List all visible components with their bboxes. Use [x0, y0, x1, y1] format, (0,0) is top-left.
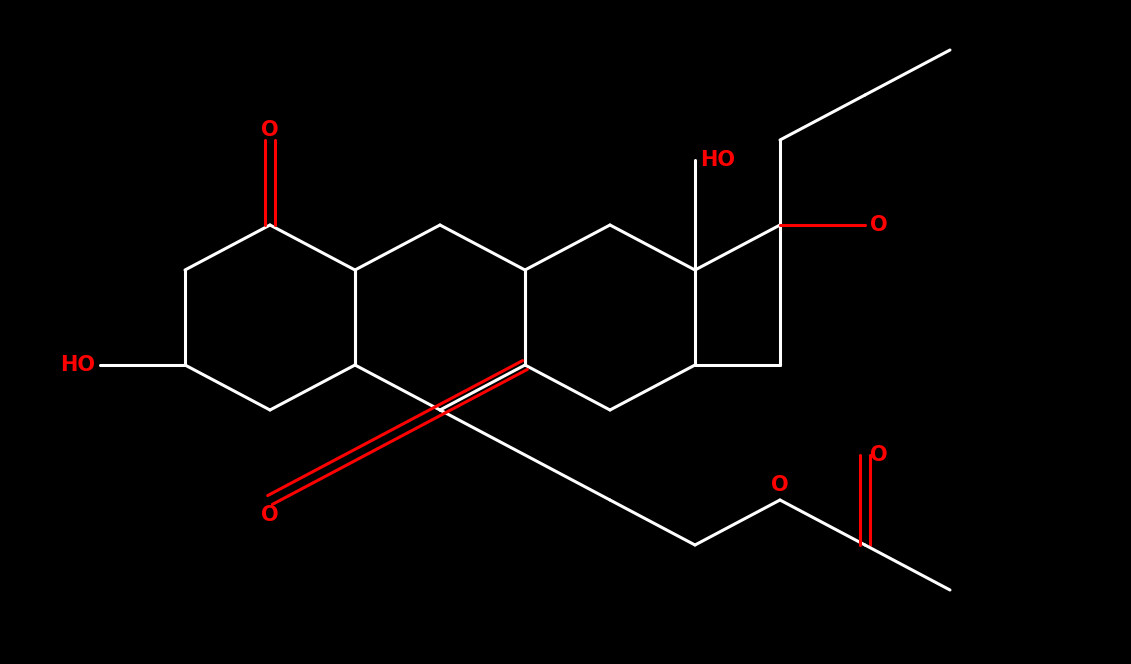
Text: HO: HO — [60, 355, 95, 375]
Text: O: O — [261, 505, 279, 525]
Text: HO: HO — [700, 150, 735, 170]
Text: O: O — [261, 120, 279, 140]
Text: O: O — [870, 445, 888, 465]
Text: O: O — [870, 215, 888, 235]
Text: O: O — [771, 475, 788, 495]
